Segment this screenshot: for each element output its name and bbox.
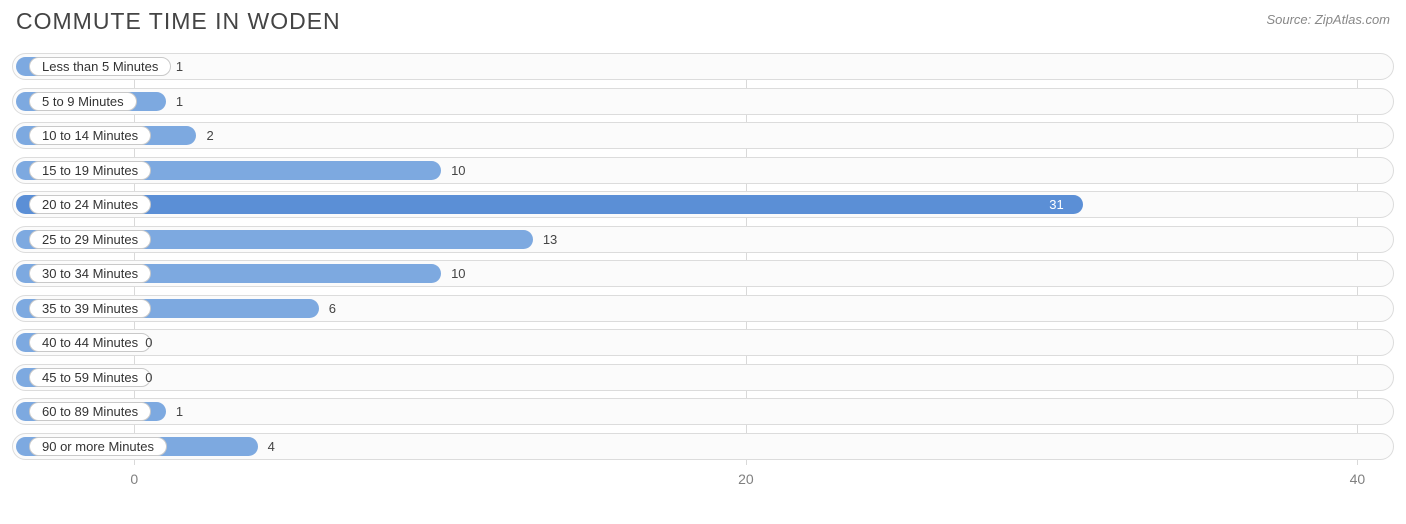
bar-track: 35 to 39 Minutes 6: [12, 295, 1394, 322]
bar-category-label: 60 to 89 Minutes: [29, 402, 151, 421]
chart-source: Source: ZipAtlas.com: [1266, 12, 1390, 27]
bar-value-label: 10: [441, 158, 465, 183]
x-axis: 0 20 40: [12, 471, 1394, 493]
plot-area: Less than 5 Minutes15 to 9 Minutes110 to…: [12, 53, 1394, 493]
bar-track: 25 to 29 Minutes 13: [12, 226, 1394, 253]
bar-track: 60 to 89 Minutes 1: [12, 398, 1394, 425]
axis-tick-label: 40: [1350, 471, 1366, 487]
bar-track: 40 to 44 Minutes0: [12, 329, 1394, 356]
bar-value-label: 4: [258, 434, 275, 459]
bar-track: 20 to 24 Minutes 31: [12, 191, 1394, 218]
bar-value-label: 10: [441, 261, 465, 286]
bar-track: 5 to 9 Minutes 1: [12, 88, 1394, 115]
bar-category-label: 5 to 9 Minutes: [29, 92, 137, 111]
bar-value-label: 0: [135, 365, 152, 390]
chart-header: COMMUTE TIME IN WODEN Source: ZipAtlas.c…: [12, 8, 1394, 35]
bar-track: 10 to 14 Minutes 2: [12, 122, 1394, 149]
bar-value-label: 1: [166, 399, 183, 424]
bar-value-label: 6: [319, 296, 336, 321]
bar-category-label: 90 or more Minutes: [29, 437, 167, 456]
axis-tick-label: 0: [130, 471, 138, 487]
bar-category-label: 15 to 19 Minutes: [29, 161, 151, 180]
bar-track: 30 to 34 Minutes 10: [12, 260, 1394, 287]
bar-track: 90 or more Minutes 4: [12, 433, 1394, 460]
bar-category-label: 40 to 44 Minutes: [29, 333, 151, 352]
bar-value-label: 1: [166, 54, 183, 79]
axis-tick-label: 20: [738, 471, 754, 487]
bar-category-label: 30 to 34 Minutes: [29, 264, 151, 283]
bar-track: 15 to 19 Minutes 10: [12, 157, 1394, 184]
bar-value-label: 13: [533, 227, 557, 252]
bar-fill: [16, 195, 1083, 214]
bar-value-label: 2: [196, 123, 213, 148]
chart-container: COMMUTE TIME IN WODEN Source: ZipAtlas.c…: [0, 0, 1406, 524]
bar-track: 45 to 59 Minutes0: [12, 364, 1394, 391]
bar-category-label: 45 to 59 Minutes: [29, 368, 151, 387]
chart-title: COMMUTE TIME IN WODEN: [16, 8, 341, 35]
bar-value-label: 1: [166, 89, 183, 114]
bar-category-label: Less than 5 Minutes: [29, 57, 171, 76]
bar-category-label: 35 to 39 Minutes: [29, 299, 151, 318]
bar-category-label: 20 to 24 Minutes: [29, 195, 151, 214]
bar-value-label: 31: [1049, 192, 1381, 217]
bar-value-label: 0: [135, 330, 152, 355]
bar-category-label: 25 to 29 Minutes: [29, 230, 151, 249]
bar-category-label: 10 to 14 Minutes: [29, 126, 151, 145]
bar-track: Less than 5 Minutes1: [12, 53, 1394, 80]
